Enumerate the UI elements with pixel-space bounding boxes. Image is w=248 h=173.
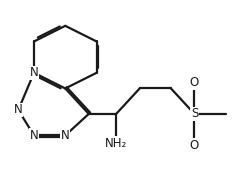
Text: S: S (191, 107, 198, 120)
Text: N: N (30, 66, 38, 79)
Text: NH₂: NH₂ (105, 137, 127, 150)
Text: N: N (61, 129, 70, 142)
Text: O: O (190, 76, 199, 89)
Text: O: O (190, 139, 199, 152)
Text: N: N (30, 129, 38, 142)
Text: N: N (14, 103, 23, 116)
